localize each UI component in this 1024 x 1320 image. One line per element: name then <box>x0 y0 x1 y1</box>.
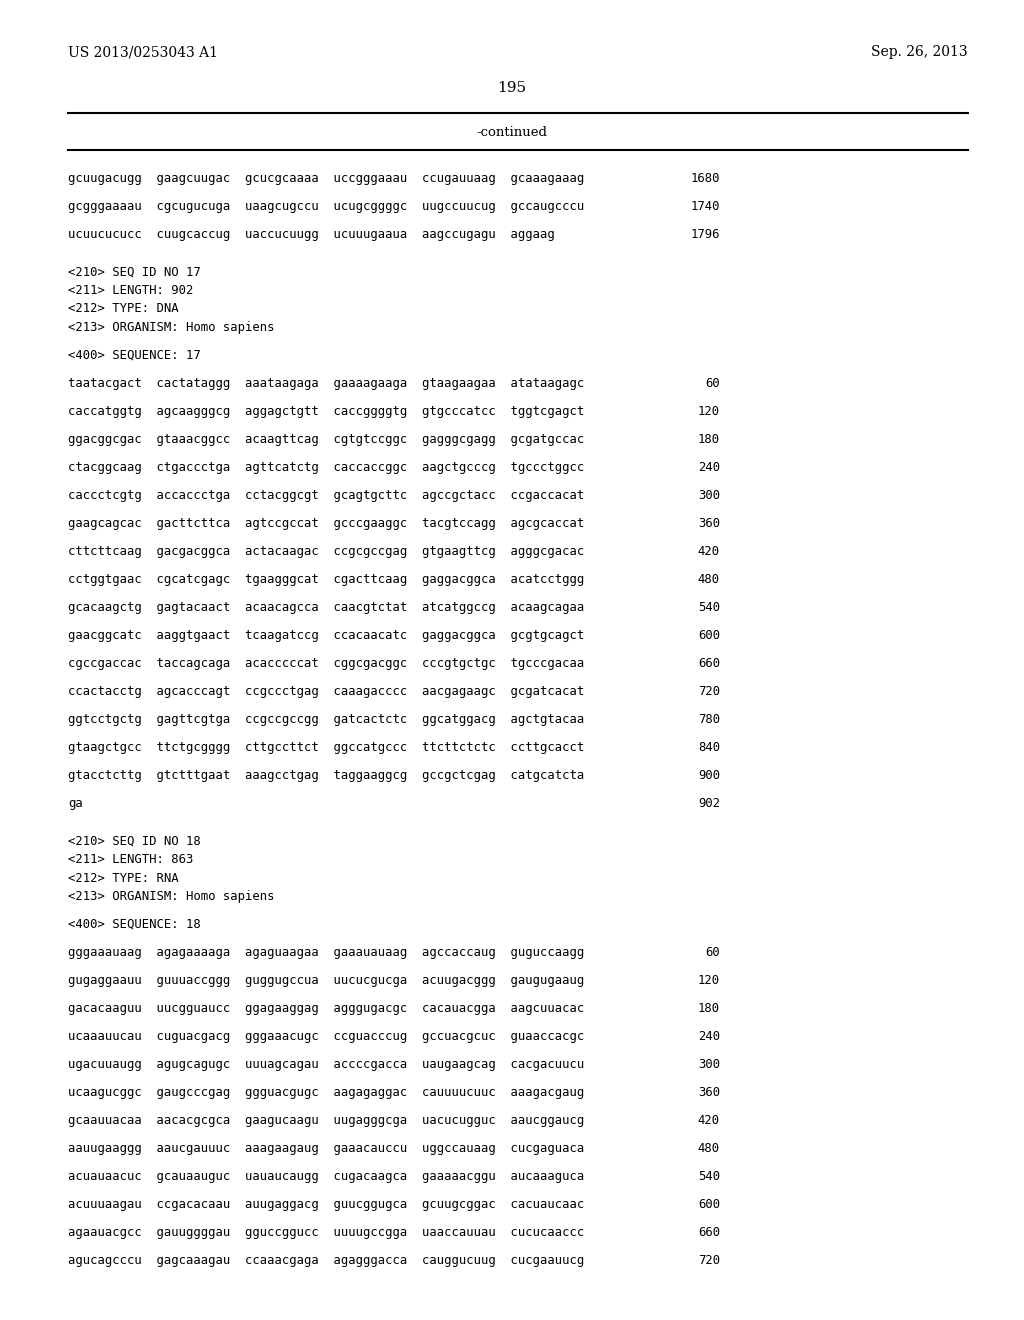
Text: 195: 195 <box>498 81 526 95</box>
Text: aauugaaggg  aaucgauuuc  aaagaagaug  gaaacauccu  uggccauaag  cucgaguaca: aauugaaggg aaucgauuuc aaagaagaug gaaacau… <box>68 1142 585 1155</box>
Text: 720: 720 <box>698 1254 720 1267</box>
Text: -continued: -continued <box>476 125 548 139</box>
Text: 240: 240 <box>698 1030 720 1043</box>
Text: agaauacgcc  gauuggggau  gguccggucc  uuuugccgga  uaaccauuau  cucucaaccc: agaauacgcc gauuggggau gguccggucc uuuugcc… <box>68 1226 585 1239</box>
Text: gcgggaaaau  cgcugucuga  uaagcugccu  ucugcggggc  uugccuucug  gccaugcccu: gcgggaaaau cgcugucuga uaagcugccu ucugcgg… <box>68 201 585 213</box>
Text: 360: 360 <box>698 517 720 531</box>
Text: 240: 240 <box>698 461 720 474</box>
Text: <213> ORGANISM: Homo sapiens: <213> ORGANISM: Homo sapiens <box>68 890 274 903</box>
Text: 660: 660 <box>698 1226 720 1239</box>
Text: 540: 540 <box>698 601 720 614</box>
Text: gtaagctgcc  ttctgcgggg  cttgccttct  ggccatgccc  ttcttctctc  ccttgcacct: gtaagctgcc ttctgcgggg cttgccttct ggccatg… <box>68 741 585 754</box>
Text: <210> SEQ ID NO 17: <210> SEQ ID NO 17 <box>68 265 201 279</box>
Text: 600: 600 <box>698 1199 720 1210</box>
Text: US 2013/0253043 A1: US 2013/0253043 A1 <box>68 45 218 59</box>
Text: gcaauuacaa  aacacgcgca  gaagucaagu  uugagggcga  uacucugguc  aaucggaucg: gcaauuacaa aacacgcgca gaagucaagu uugaggg… <box>68 1114 585 1127</box>
Text: cttcttcaag  gacgacggca  actacaagac  ccgcgccgag  gtgaagttcg  agggcgacac: cttcttcaag gacgacggca actacaagac ccgcgcc… <box>68 545 585 558</box>
Text: caccctcgtg  accaccctga  cctacggcgt  gcagtgcttc  agccgctacc  ccgaccacat: caccctcgtg accaccctga cctacggcgt gcagtgc… <box>68 488 585 502</box>
Text: 1740: 1740 <box>690 201 720 213</box>
Text: <211> LENGTH: 863: <211> LENGTH: 863 <box>68 853 194 866</box>
Text: gtacctcttg  gtctttgaat  aaagcctgag  taggaaggcg  gccgctcgag  catgcatcta: gtacctcttg gtctttgaat aaagcctgag taggaag… <box>68 770 585 781</box>
Text: ucaaauucau  cuguacgacg  gggaaacugc  ccguacccug  gccuacgcuc  guaaccacgc: ucaaauucau cuguacgacg gggaaacugc ccguacc… <box>68 1030 585 1043</box>
Text: gacacaaguu  uucgguaucc  ggagaaggag  agggugacgc  cacauacgga  aagcuuacac: gacacaaguu uucgguaucc ggagaaggag aggguga… <box>68 1002 585 1015</box>
Text: agucagcccu  gagcaaagau  ccaaacgaga  agagggacca  cauggucuug  cucgaauucg: agucagcccu gagcaaagau ccaaacgaga agaggga… <box>68 1254 585 1267</box>
Text: 120: 120 <box>698 405 720 418</box>
Text: 60: 60 <box>706 378 720 389</box>
Text: cctggtgaac  cgcatcgagc  tgaagggcat  cgacttcaag  gaggacggca  acatcctggg: cctggtgaac cgcatcgagc tgaagggcat cgacttc… <box>68 573 585 586</box>
Text: caccatggtg  agcaagggcg  aggagctgtt  caccggggtg  gtgcccatcc  tggtcgagct: caccatggtg agcaagggcg aggagctgtt caccggg… <box>68 405 585 418</box>
Text: cgccgaccac  taccagcaga  acacccccat  cggcgacggc  cccgtgctgc  tgcccgacaa: cgccgaccac taccagcaga acacccccat cggcgac… <box>68 657 585 671</box>
Text: ccactacctg  agcacccagt  ccgccctgag  caaagacccc  aacgagaagc  gcgatcacat: ccactacctg agcacccagt ccgccctgag caaagac… <box>68 685 585 698</box>
Text: <211> LENGTH: 902: <211> LENGTH: 902 <box>68 284 194 297</box>
Text: gcuugacugg  gaagcuugac  gcucgcaaaa  uccgggaaau  ccugauuaag  gcaaagaaag: gcuugacugg gaagcuugac gcucgcaaaa uccggga… <box>68 172 585 185</box>
Text: gcacaagctg  gagtacaact  acaacagcca  caacgtctat  atcatggccg  acaagcagaa: gcacaagctg gagtacaact acaacagcca caacgtc… <box>68 601 585 614</box>
Text: ga: ga <box>68 797 83 810</box>
Text: 600: 600 <box>698 630 720 642</box>
Text: <210> SEQ ID NO 18: <210> SEQ ID NO 18 <box>68 834 201 847</box>
Text: <212> TYPE: RNA: <212> TYPE: RNA <box>68 871 178 884</box>
Text: ctacggcaag  ctgaccctga  agttcatctg  caccaccggc  aagctgcccg  tgccctggcc: ctacggcaag ctgaccctga agttcatctg caccacc… <box>68 461 585 474</box>
Text: 300: 300 <box>698 488 720 502</box>
Text: gugaggaauu  guuuaccggg  guggugccua  uucucgucga  acuugacggg  gaugugaaug: gugaggaauu guuuaccggg guggugccua uucucgu… <box>68 974 585 987</box>
Text: 180: 180 <box>698 433 720 446</box>
Text: 660: 660 <box>698 657 720 671</box>
Text: <400> SEQUENCE: 18: <400> SEQUENCE: 18 <box>68 917 201 931</box>
Text: 1796: 1796 <box>690 228 720 242</box>
Text: 540: 540 <box>698 1170 720 1183</box>
Text: 480: 480 <box>698 573 720 586</box>
Text: 780: 780 <box>698 713 720 726</box>
Text: taatacgact  cactataggg  aaataagaga  gaaaagaaga  gtaagaagaa  atataagagc: taatacgact cactataggg aaataagaga gaaaaga… <box>68 378 585 389</box>
Text: 480: 480 <box>698 1142 720 1155</box>
Text: ucuucucucc  cuugcaccug  uaccucuugg  ucuuugaaua  aagccugagu  aggaag: ucuucucucc cuugcaccug uaccucuugg ucuuuga… <box>68 228 555 242</box>
Text: <213> ORGANISM: Homo sapiens: <213> ORGANISM: Homo sapiens <box>68 321 274 334</box>
Text: 300: 300 <box>698 1059 720 1071</box>
Text: 840: 840 <box>698 741 720 754</box>
Text: ggtcctgctg  gagttcgtga  ccgccgccgg  gatcactctc  ggcatggacg  agctgtacaa: ggtcctgctg gagttcgtga ccgccgccgg gatcact… <box>68 713 585 726</box>
Text: 902: 902 <box>698 797 720 810</box>
Text: <212> TYPE: DNA: <212> TYPE: DNA <box>68 302 178 315</box>
Text: acuauaacuc  gcauaauguc  uauaucaugg  cugacaagca  gaaaaacggu  aucaaaguca: acuauaacuc gcauaauguc uauaucaugg cugacaa… <box>68 1170 585 1183</box>
Text: 180: 180 <box>698 1002 720 1015</box>
Text: gaagcagcac  gacttcttca  agtccgccat  gcccgaaggc  tacgtccagg  agcgcaccat: gaagcagcac gacttcttca agtccgccat gcccgaa… <box>68 517 585 531</box>
Text: ggacggcgac  gtaaacggcc  acaagttcag  cgtgtccggc  gagggcgagg  gcgatgccac: ggacggcgac gtaaacggcc acaagttcag cgtgtcc… <box>68 433 585 446</box>
Text: 420: 420 <box>698 1114 720 1127</box>
Text: 360: 360 <box>698 1086 720 1100</box>
Text: <400> SEQUENCE: 17: <400> SEQUENCE: 17 <box>68 348 201 362</box>
Text: 120: 120 <box>698 974 720 987</box>
Text: ugacuuaugg  agugcagugc  uuuagcagau  accccgacca  uaugaagcag  cacgacuucu: ugacuuaugg agugcagugc uuuagcagau accccga… <box>68 1059 585 1071</box>
Text: 1680: 1680 <box>690 172 720 185</box>
Text: Sep. 26, 2013: Sep. 26, 2013 <box>871 45 968 59</box>
Text: 720: 720 <box>698 685 720 698</box>
Text: 60: 60 <box>706 946 720 960</box>
Text: acuuuaagau  ccgacacaau  auugaggacg  guucggugca  gcuugcggac  cacuaucaac: acuuuaagau ccgacacaau auugaggacg guucggu… <box>68 1199 585 1210</box>
Text: 900: 900 <box>698 770 720 781</box>
Text: gaacggcatc  aaggtgaact  tcaagatccg  ccacaacatc  gaggacggca  gcgtgcagct: gaacggcatc aaggtgaact tcaagatccg ccacaac… <box>68 630 585 642</box>
Text: 420: 420 <box>698 545 720 558</box>
Text: ucaagucggc  gaugcccgag  ggguacgugc  aagagaggac  cauuuucuuc  aaagacgaug: ucaagucggc gaugcccgag ggguacgugc aagagag… <box>68 1086 585 1100</box>
Text: gggaaauaag  agagaaaaga  agaguaagaa  gaaauauaag  agccaccaug  guguccaagg: gggaaauaag agagaaaaga agaguaagaa gaaauau… <box>68 946 585 960</box>
